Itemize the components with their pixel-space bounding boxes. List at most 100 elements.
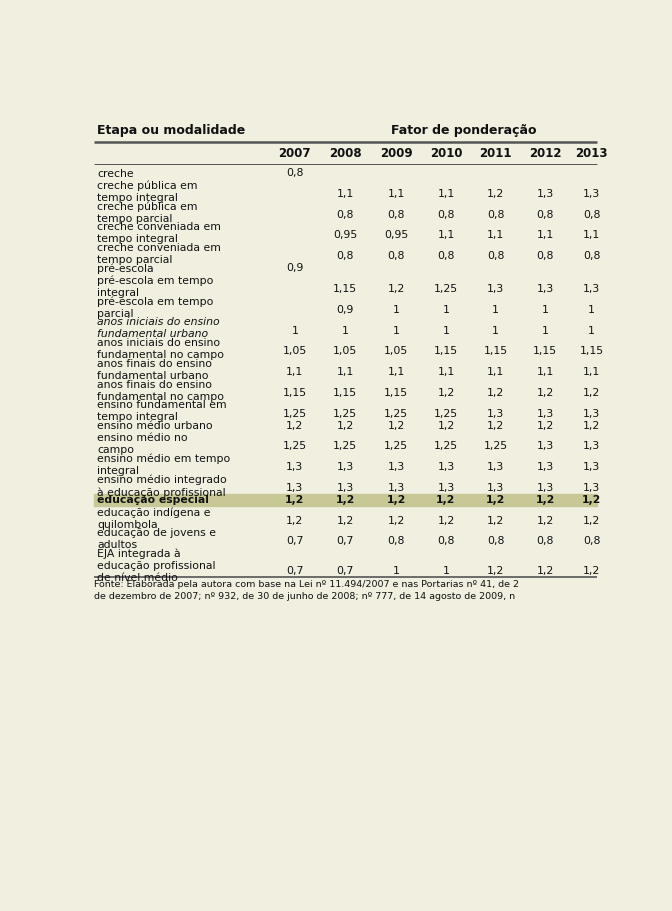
Text: 1: 1 (588, 325, 595, 335)
Text: 0,8: 0,8 (437, 537, 455, 547)
Text: educação de jovens e
adultos: educação de jovens e adultos (97, 528, 216, 550)
Text: 1,1: 1,1 (487, 230, 504, 241)
Text: ensino médio em tempo
integral: ensino médio em tempo integral (97, 454, 230, 476)
Text: 1,2: 1,2 (582, 495, 601, 505)
Text: 1,2: 1,2 (436, 495, 456, 505)
Text: 1,2: 1,2 (536, 421, 554, 431)
Text: 0,8: 0,8 (437, 210, 455, 220)
Text: 0,8: 0,8 (487, 251, 504, 261)
Text: creche pública em
tempo integral: creche pública em tempo integral (97, 180, 198, 203)
Text: 0,95: 0,95 (333, 230, 358, 241)
Text: pré-escola: pré-escola (97, 263, 154, 274)
Text: 1,2: 1,2 (536, 388, 554, 398)
Text: 1,3: 1,3 (583, 442, 600, 451)
Text: 1,3: 1,3 (337, 462, 353, 472)
Bar (94, 494, 597, 506)
Text: creche conveniada em
tempo integral: creche conveniada em tempo integral (97, 222, 221, 244)
Text: 0,8: 0,8 (487, 537, 504, 547)
Text: creche: creche (97, 169, 134, 179)
Text: 1,2: 1,2 (487, 388, 504, 398)
Text: 0,8: 0,8 (388, 251, 405, 261)
Text: 1,2: 1,2 (583, 388, 600, 398)
Text: 1,3: 1,3 (487, 284, 504, 294)
Text: 1,2: 1,2 (583, 516, 600, 526)
Text: 1,3: 1,3 (583, 483, 600, 493)
Text: 1: 1 (393, 304, 400, 314)
Text: creche conveniada em
tempo parcial: creche conveniada em tempo parcial (97, 243, 221, 265)
Text: 1,25: 1,25 (283, 442, 307, 451)
Text: 1,15: 1,15 (434, 346, 458, 356)
Text: 1: 1 (393, 325, 400, 335)
Text: 1,15: 1,15 (384, 388, 409, 398)
Text: 1,15: 1,15 (283, 388, 307, 398)
Text: 1: 1 (492, 304, 499, 314)
Text: 0,8: 0,8 (583, 251, 600, 261)
Text: 1: 1 (442, 304, 450, 314)
Text: 1,3: 1,3 (536, 442, 554, 451)
Text: 1,1: 1,1 (286, 367, 304, 377)
Text: 0,8: 0,8 (337, 251, 354, 261)
Text: 1,2: 1,2 (386, 495, 406, 505)
Text: 1,25: 1,25 (434, 442, 458, 451)
Text: 1,2: 1,2 (536, 566, 554, 576)
Text: 2013: 2013 (575, 147, 608, 159)
Text: 1,1: 1,1 (437, 189, 454, 199)
Text: 1: 1 (492, 325, 499, 335)
Text: 1,2: 1,2 (487, 421, 504, 431)
Text: 1,2: 1,2 (437, 421, 454, 431)
Text: 1: 1 (542, 325, 548, 335)
Text: 0,8: 0,8 (583, 210, 600, 220)
Text: educação indígena e
quilombola: educação indígena e quilombola (97, 507, 211, 530)
Text: Etapa ou modalidade: Etapa ou modalidade (97, 125, 245, 138)
Text: 1,25: 1,25 (333, 442, 358, 451)
Text: 1: 1 (292, 325, 298, 335)
Text: 1,1: 1,1 (388, 189, 405, 199)
Text: 1,2: 1,2 (536, 516, 554, 526)
Text: 1: 1 (393, 566, 400, 576)
Text: 2008: 2008 (329, 147, 362, 159)
Text: 0,7: 0,7 (337, 566, 354, 576)
Text: 1,1: 1,1 (337, 189, 353, 199)
Text: anos finais do ensino
fundamental urbano: anos finais do ensino fundamental urbano (97, 359, 212, 381)
Text: 2011: 2011 (479, 147, 512, 159)
Text: 1,2: 1,2 (583, 421, 600, 431)
Text: 1,3: 1,3 (583, 462, 600, 472)
Text: 1: 1 (542, 304, 548, 314)
Text: 0,7: 0,7 (286, 566, 304, 576)
Text: 0,8: 0,8 (536, 251, 554, 261)
Text: 1,3: 1,3 (536, 483, 554, 493)
Text: 1,2: 1,2 (337, 421, 353, 431)
Text: 1,2: 1,2 (388, 284, 405, 294)
Text: 1,2: 1,2 (337, 516, 353, 526)
Text: 1,1: 1,1 (388, 367, 405, 377)
Text: 1,25: 1,25 (434, 409, 458, 419)
Text: 0,8: 0,8 (337, 210, 354, 220)
Text: 1,3: 1,3 (337, 483, 353, 493)
Text: 1,2: 1,2 (388, 516, 405, 526)
Text: 1,25: 1,25 (384, 409, 409, 419)
Text: 1,3: 1,3 (536, 189, 554, 199)
Text: 0,95: 0,95 (384, 230, 409, 241)
Text: 0,8: 0,8 (437, 251, 455, 261)
Text: 0,7: 0,7 (337, 537, 354, 547)
Text: 1,1: 1,1 (583, 230, 600, 241)
Text: Fator de ponderação: Fator de ponderação (391, 125, 536, 138)
Text: 1,3: 1,3 (487, 483, 504, 493)
Text: 1: 1 (342, 325, 349, 335)
Text: 1,3: 1,3 (487, 409, 504, 419)
Text: anos iniciais do ensino
fundamental no campo: anos iniciais do ensino fundamental no c… (97, 338, 224, 360)
Text: 0,9: 0,9 (337, 304, 354, 314)
Text: 1,2: 1,2 (583, 566, 600, 576)
Text: 0,9: 0,9 (286, 263, 304, 273)
Text: 1,2: 1,2 (437, 388, 454, 398)
Text: 1,3: 1,3 (536, 462, 554, 472)
Text: ensino fundamental em
tempo integral: ensino fundamental em tempo integral (97, 400, 227, 423)
Text: 1,3: 1,3 (583, 409, 600, 419)
Text: 1,3: 1,3 (437, 462, 454, 472)
Text: 1,2: 1,2 (285, 495, 304, 505)
Text: pré-escola em tempo
parcial: pré-escola em tempo parcial (97, 296, 214, 319)
Text: 1,2: 1,2 (486, 495, 505, 505)
Text: 1,15: 1,15 (483, 346, 507, 356)
Text: pré-escola em tempo
integral: pré-escola em tempo integral (97, 276, 214, 298)
Text: 1: 1 (442, 566, 450, 576)
